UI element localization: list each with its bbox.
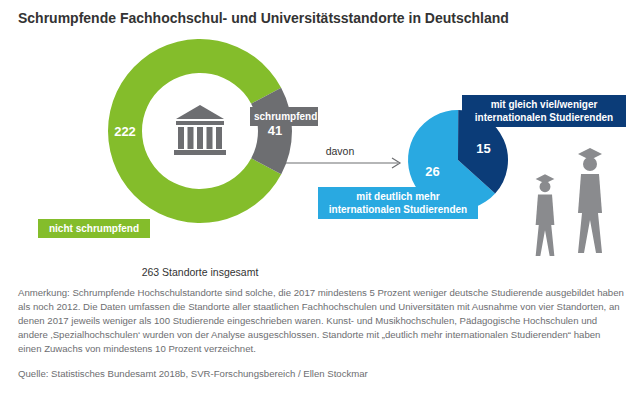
- head: [540, 181, 551, 192]
- building-icon: [174, 105, 226, 155]
- icon-roof: [176, 105, 224, 119]
- arrow-head: [392, 158, 400, 168]
- arrow-label: davon: [326, 145, 355, 157]
- pie-group: 22241: [108, 39, 292, 223]
- arrow-line: [282, 162, 398, 163]
- head: [583, 157, 597, 171]
- graduate: [536, 174, 555, 256]
- total-label: 263 Standorte insgesamt: [142, 266, 259, 278]
- icon-base: [174, 150, 226, 155]
- pie-slice: [108, 39, 281, 223]
- graduate: [578, 148, 602, 253]
- icon-beam: [176, 121, 224, 125]
- category-label: mit gleich viel/weniger internationalen …: [462, 95, 626, 127]
- category-label: schrumpfend: [250, 107, 318, 126]
- icon-column: [216, 127, 222, 149]
- icon-column: [207, 127, 213, 149]
- data-label: 15: [476, 141, 490, 156]
- data-label: 222: [114, 124, 136, 139]
- legs: [536, 225, 555, 256]
- icon-column: [188, 127, 194, 149]
- body: [536, 194, 555, 224]
- graduates-icon: [536, 148, 602, 256]
- data-label: 26: [425, 164, 439, 179]
- category-label: nicht schrumpfend: [38, 219, 150, 238]
- category-label: mit deutlich mehr internationalen Studie…: [318, 187, 478, 219]
- note: Anmerkung: Schrumpfende Hochschulstandor…: [18, 286, 624, 356]
- chart-root: Schrumpfende Fachhochschul- und Universi…: [0, 0, 636, 399]
- body: [578, 174, 602, 213]
- legs: [578, 213, 602, 253]
- source: Quelle: Statistisches Bundesamt 2018b, S…: [18, 367, 624, 381]
- icon-column: [197, 127, 203, 149]
- icon-column: [178, 127, 184, 149]
- chart-title: Schrumpfende Fachhochschul- und Universi…: [18, 10, 509, 26]
- pie-slice: [251, 88, 292, 175]
